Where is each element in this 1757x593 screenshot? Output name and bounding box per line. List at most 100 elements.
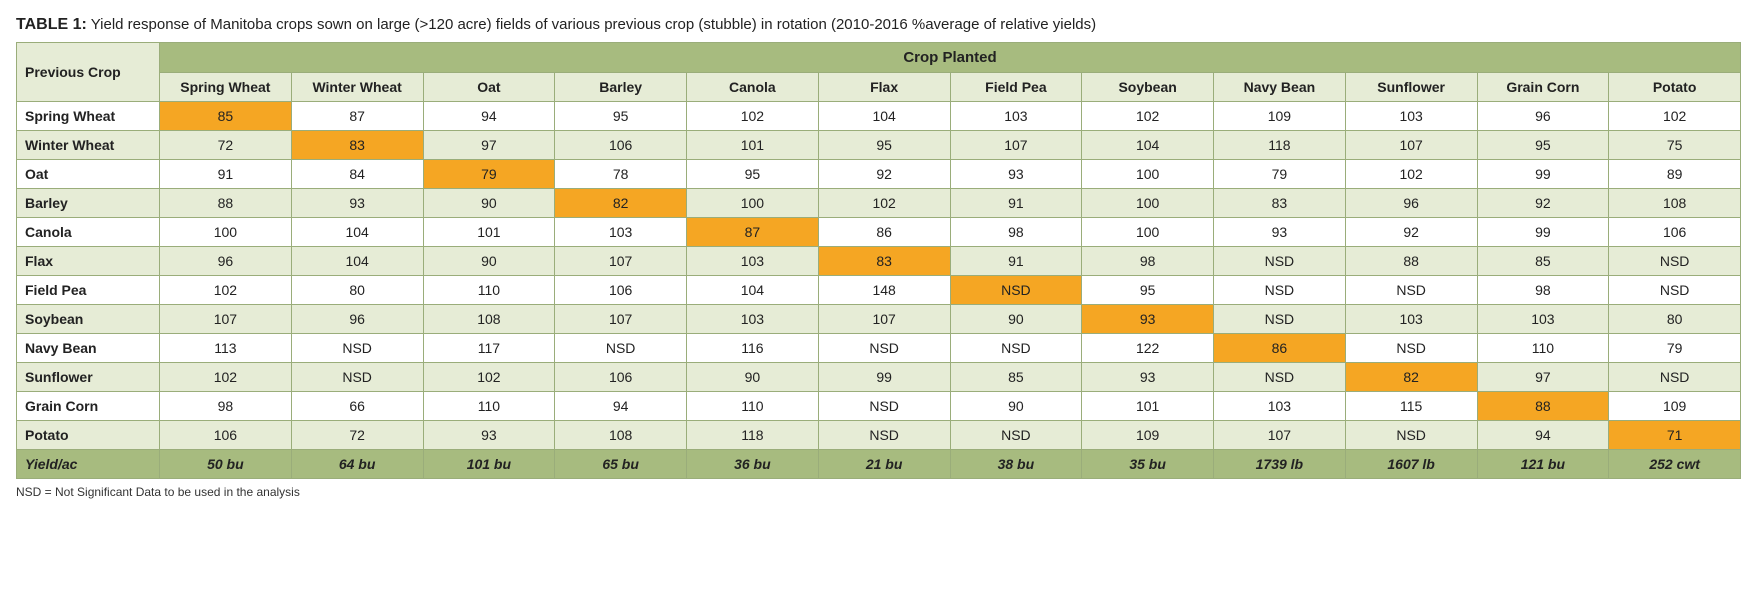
yield-cell: 64 bu [291, 450, 423, 479]
table-cell: 117 [423, 334, 555, 363]
table-cell: 90 [950, 392, 1082, 421]
table-cell: 83 [291, 131, 423, 160]
column-header: Oat [423, 73, 555, 102]
table-row: Winter Wheat7283971061019510710411810795… [17, 131, 1741, 160]
table-cell: NSD [1609, 247, 1741, 276]
table-row: Potato1067293108118NSDNSD109107NSD9471 [17, 421, 1741, 450]
table-cell: 72 [291, 421, 423, 450]
table-cell: 93 [1082, 363, 1214, 392]
table-cell: 103 [1345, 102, 1477, 131]
table-cell: 108 [423, 305, 555, 334]
table-cell: NSD [950, 334, 1082, 363]
table-cell: 93 [950, 160, 1082, 189]
yield-cell: 252 cwt [1609, 450, 1741, 479]
table-cell: 99 [1477, 160, 1609, 189]
row-header: Grain Corn [17, 392, 160, 421]
table-title-label: TABLE 1: [16, 16, 87, 33]
table-cell: NSD [1214, 247, 1346, 276]
table-cell: 102 [423, 363, 555, 392]
table-cell: 86 [818, 218, 950, 247]
table-cell: 116 [687, 334, 819, 363]
table-cell: 106 [1609, 218, 1741, 247]
table-cell: 103 [1477, 305, 1609, 334]
table-cell: NSD [291, 334, 423, 363]
table-cell: 97 [423, 131, 555, 160]
table-cell: 91 [950, 247, 1082, 276]
table-row: Soybean107961081071031079093NSD10310380 [17, 305, 1741, 334]
footnote: NSD = Not Significant Data to be used in… [16, 485, 1741, 499]
table-cell: 85 [1477, 247, 1609, 276]
table-cell: 107 [1345, 131, 1477, 160]
table-cell: 89 [1609, 160, 1741, 189]
table-cell: 102 [160, 276, 292, 305]
table-cell: 93 [1082, 305, 1214, 334]
table-cell: 110 [1477, 334, 1609, 363]
table-cell: 110 [423, 392, 555, 421]
table-cell: 101 [1082, 392, 1214, 421]
table-cell: 91 [160, 160, 292, 189]
table-cell: 95 [1082, 276, 1214, 305]
table-cell: 87 [291, 102, 423, 131]
row-header: Potato [17, 421, 160, 450]
table-cell: 118 [1214, 131, 1346, 160]
table-cell: 71 [1609, 421, 1741, 450]
row-header: Field Pea [17, 276, 160, 305]
table-cell: 101 [423, 218, 555, 247]
table-cell: NSD [818, 421, 950, 450]
table-cell: 103 [555, 218, 687, 247]
table-cell: 103 [687, 305, 819, 334]
table-cell: 79 [423, 160, 555, 189]
column-header: Canola [687, 73, 819, 102]
table-cell: 99 [1477, 218, 1609, 247]
table-cell: 85 [160, 102, 292, 131]
table-cell: 86 [1214, 334, 1346, 363]
table-cell: 78 [555, 160, 687, 189]
table-cell: NSD [1609, 363, 1741, 392]
table-cell: NSD [818, 392, 950, 421]
table-cell: 82 [1345, 363, 1477, 392]
table-cell: 108 [1609, 189, 1741, 218]
table-cell: 100 [1082, 160, 1214, 189]
table-cell: NSD [291, 363, 423, 392]
table-cell: 93 [423, 421, 555, 450]
table-cell: 72 [160, 131, 292, 160]
row-header: Sunflower [17, 363, 160, 392]
table-cell: 102 [1345, 160, 1477, 189]
table-cell: 102 [818, 189, 950, 218]
table-cell: 90 [423, 247, 555, 276]
table-title-text: Yield response of Manitoba crops sown on… [91, 16, 1096, 33]
table-row: Spring Wheat8587949510210410310210910396… [17, 102, 1741, 131]
table-cell: 98 [950, 218, 1082, 247]
table-cell: 100 [1082, 189, 1214, 218]
table-row: Canola100104101103878698100939299106 [17, 218, 1741, 247]
table-cell: 83 [818, 247, 950, 276]
table-row: Field Pea10280110106104148NSD95NSDNSD98N… [17, 276, 1741, 305]
table-cell: 109 [1609, 392, 1741, 421]
table-cell: 107 [950, 131, 1082, 160]
table-cell: 92 [1477, 189, 1609, 218]
row-header: Oat [17, 160, 160, 189]
yield-cell: 65 bu [555, 450, 687, 479]
table-cell: 106 [160, 421, 292, 450]
table-cell: 108 [555, 421, 687, 450]
column-header: Winter Wheat [291, 73, 423, 102]
yield-row: Yield/ac50 bu64 bu101 bu65 bu36 bu21 bu3… [17, 450, 1741, 479]
column-header-row: Spring WheatWinter WheatOatBarleyCanolaF… [17, 73, 1741, 102]
yield-table: Previous Crop Crop Planted Spring WheatW… [16, 42, 1741, 479]
table-cell: 102 [687, 102, 819, 131]
table-cell: 80 [1609, 305, 1741, 334]
table-body: Spring Wheat8587949510210410310210910396… [17, 102, 1741, 479]
table-cell: 106 [555, 131, 687, 160]
table-cell: 75 [1609, 131, 1741, 160]
table-cell: 93 [291, 189, 423, 218]
table-cell: 102 [160, 363, 292, 392]
table-cell: NSD [1214, 363, 1346, 392]
table-cell: 104 [291, 247, 423, 276]
table-cell: 95 [1477, 131, 1609, 160]
table-cell: NSD [950, 276, 1082, 305]
table-cell: 97 [1477, 363, 1609, 392]
column-header: Soybean [1082, 73, 1214, 102]
table-cell: 88 [1345, 247, 1477, 276]
table-cell: 100 [1082, 218, 1214, 247]
table-cell: 95 [555, 102, 687, 131]
